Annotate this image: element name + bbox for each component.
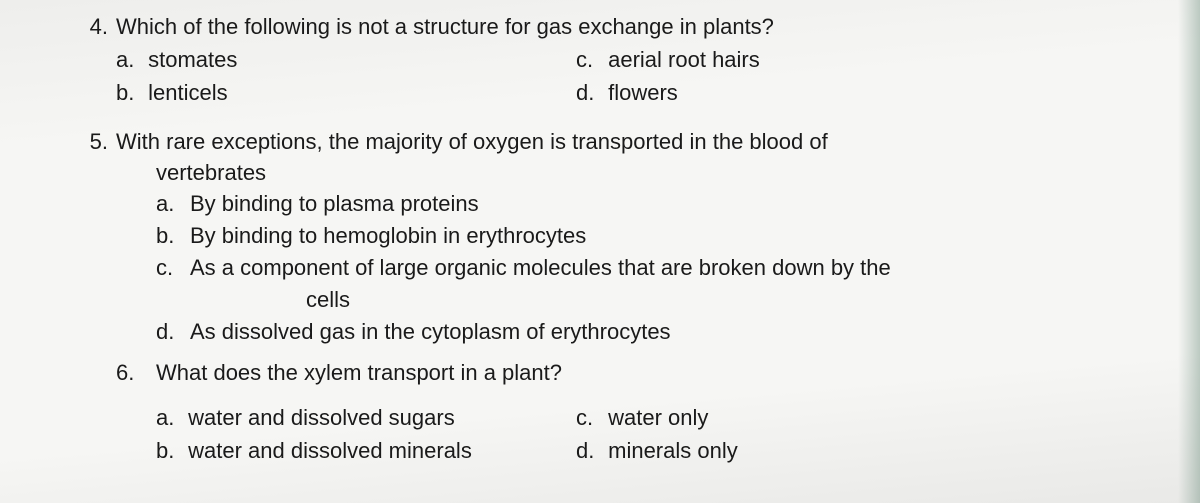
question-5-option-c: c. As a component of large organic molec… [156,252,1160,284]
question-4-option-b: b. lenticels [116,76,576,109]
option-text: By binding to plasma proteins [190,188,479,220]
question-5-stem-line2: vertebrates [156,158,1160,189]
option-letter: d. [576,76,602,109]
option-text: water only [608,405,708,430]
scanned-page: 4. Which of the following is not a struc… [0,0,1200,503]
question-4-option-c: c. aerial root hairs [576,43,1160,76]
page-edge-shadow [1178,0,1200,503]
question-5-number: 5. [68,127,116,158]
question-6-option-b: b. water and dissolved minerals [156,434,576,467]
option-letter: b. [156,220,190,252]
option-text: flowers [608,80,678,105]
question-6-option-a: a. water and dissolved sugars [156,401,576,434]
question-6-options: a. water and dissolved sugars b. water a… [156,401,1160,467]
question-4-number: 4. [68,12,116,43]
option-letter: b. [116,76,142,109]
option-text: water and dissolved minerals [188,438,472,463]
question-4-options: a. stomates b. lenticels c. aerial root … [116,43,1160,109]
question-6-stem-row: 6. What does the xylem transport in a pl… [116,358,1160,389]
question-5-option-c-cont: cells [306,284,1160,316]
question-6-number: 6. [116,358,156,389]
option-letter: a. [116,43,142,76]
question-5-stem-row: 5. With rare exceptions, the majority of… [40,127,1160,158]
question-5-option-d: d. As dissolved gas in the cytoplasm of … [156,316,1160,348]
question-4-option-d: d. flowers [576,76,1160,109]
option-text: water and dissolved sugars [188,405,455,430]
question-4-stem-row: 4. Which of the following is not a struc… [40,12,1160,43]
option-letter: b. [156,434,182,467]
question-5-stem-line1: With rare exceptions, the majority of ox… [116,127,1160,158]
option-text-cont: cells [306,284,350,316]
question-6-option-d: d. minerals only [576,434,1160,467]
option-text: By binding to hemoglobin in erythrocytes [190,220,586,252]
option-text: lenticels [148,80,227,105]
option-letter: a. [156,401,182,434]
option-letter: c. [576,43,602,76]
spacer [40,389,1160,401]
question-5-option-b: b. By binding to hemoglobin in erythrocy… [156,220,1160,252]
question-4-option-a: a. stomates [116,43,576,76]
question-5-options: a. By binding to plasma proteins b. By b… [156,188,1160,347]
option-letter: a. [156,188,190,220]
option-letter: d. [156,316,190,348]
option-text: aerial root hairs [608,47,760,72]
question-6-options-right: c. water only d. minerals only [576,401,1160,467]
question-6-options-left: a. water and dissolved sugars b. water a… [156,401,576,467]
option-text: As a component of large organic molecule… [190,252,891,284]
option-letter: c. [576,401,602,434]
question-4-options-left: a. stomates b. lenticels [116,43,576,109]
question-4-stem: Which of the following is not a structur… [116,12,1160,43]
question-6: 6. What does the xylem transport in a pl… [40,358,1160,467]
question-6-stem: What does the xylem transport in a plant… [156,358,562,389]
question-6-option-c: c. water only [576,401,1160,434]
option-text: stomates [148,47,237,72]
question-4: 4. Which of the following is not a struc… [40,12,1160,109]
option-text: minerals only [608,438,738,463]
question-5-option-a: a. By binding to plasma proteins [156,188,1160,220]
option-letter: c. [156,252,190,284]
question-5: 5. With rare exceptions, the majority of… [40,127,1160,348]
option-letter: d. [576,434,602,467]
question-4-options-right: c. aerial root hairs d. flowers [576,43,1160,109]
option-text: As dissolved gas in the cytoplasm of ery… [190,316,671,348]
